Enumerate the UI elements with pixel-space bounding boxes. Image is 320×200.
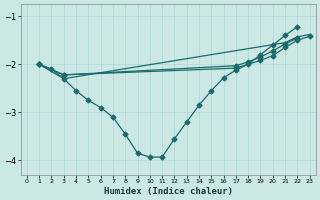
X-axis label: Humidex (Indice chaleur): Humidex (Indice chaleur) bbox=[104, 187, 233, 196]
